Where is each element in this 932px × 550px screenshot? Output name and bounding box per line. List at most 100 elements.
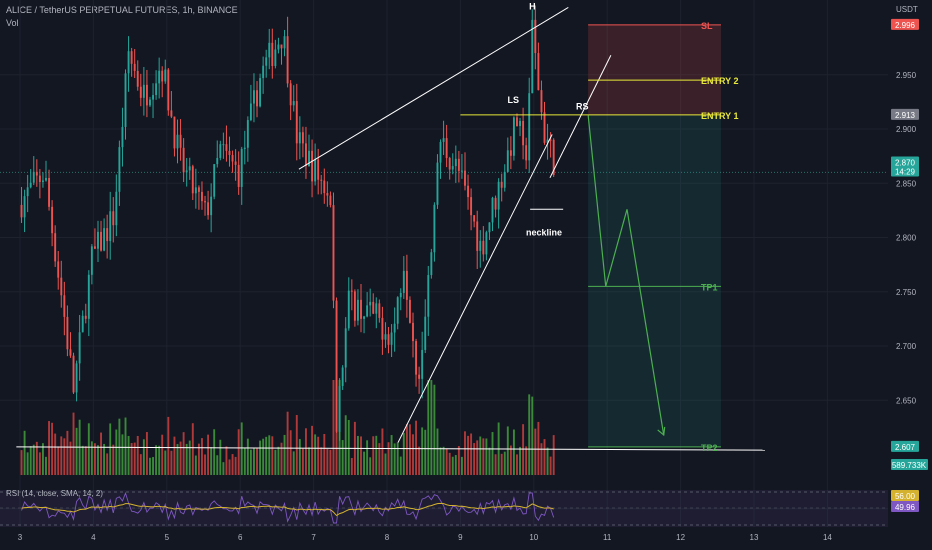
candle-body: [540, 90, 543, 113]
price-tick: 2.900: [896, 125, 917, 134]
time-tick: 13: [750, 533, 759, 542]
candle-body: [509, 150, 512, 156]
volume-bar: [142, 439, 145, 475]
candle-body: [467, 185, 469, 198]
candle-body: [427, 275, 430, 317]
volume-bar: [262, 438, 265, 475]
price-tick: 2.800: [896, 234, 917, 243]
candle-body: [57, 261, 60, 278]
pattern-annotations: H LS RS neckline: [507, 2, 588, 238]
volume-bar: [350, 458, 353, 475]
volume-bar: [188, 440, 191, 475]
candle-body: [142, 84, 145, 98]
volume-bar: [433, 384, 436, 475]
candle-body: [185, 170, 188, 173]
volume-bar: [436, 428, 439, 475]
candle-body: [274, 49, 277, 66]
volume-bar: [158, 445, 161, 475]
candle-body: [234, 161, 237, 165]
volume-bar: [286, 411, 289, 475]
candle-body: [228, 150, 231, 155]
candle-body: [32, 171, 35, 183]
volume-bar: [63, 438, 66, 475]
volume-bar: [81, 445, 84, 475]
volume-bar: [191, 423, 194, 475]
volume-bar: [115, 429, 118, 475]
candle-body: [188, 166, 191, 171]
volume-bar: [314, 434, 317, 475]
candle-body: [375, 303, 378, 314]
candle-body: [69, 349, 72, 356]
volume-bar: [234, 456, 237, 475]
candle-body: [525, 145, 528, 161]
volume-bar: [424, 429, 427, 475]
volume-bar: [479, 436, 482, 475]
candle-body: [145, 84, 148, 106]
volume-bar: [460, 456, 463, 475]
rsi-tag: 56.00: [895, 492, 916, 501]
candle-body: [430, 252, 433, 276]
volume-bar: [292, 451, 295, 475]
level-label: ENTRY 2: [701, 76, 739, 86]
volume-bar: [35, 441, 38, 475]
time-tick: 4: [91, 533, 96, 542]
time-tick: 5: [165, 533, 170, 542]
price-tick: 2.650: [896, 396, 917, 405]
candle-body: [253, 90, 255, 104]
candle-body: [335, 300, 338, 432]
candle-body: [173, 116, 176, 149]
volume-bar: [512, 429, 515, 475]
volume-bar: [476, 440, 479, 475]
candle-body: [436, 162, 439, 205]
candle-body: [97, 231, 99, 249]
volume-bar: [66, 430, 69, 475]
candle-body: [182, 147, 185, 173]
volume-bar: [506, 426, 509, 475]
candle-body: [506, 150, 509, 172]
candle-body: [439, 141, 442, 163]
candle-body: [516, 117, 518, 127]
candle-body: [179, 134, 182, 148]
candle-body: [479, 240, 482, 251]
candle-body: [433, 204, 436, 253]
candle-body: [317, 159, 320, 180]
candle-body: [240, 148, 243, 187]
candle-body: [100, 231, 102, 251]
price-tag-bg: [891, 440, 919, 452]
volume-bar: [213, 429, 216, 475]
trendline: [16, 446, 766, 451]
trendline: [549, 54, 612, 179]
volume-bar: [253, 447, 255, 475]
volume-bar: [525, 446, 528, 475]
volume-bar: [503, 451, 506, 475]
price-tick: 2.750: [896, 288, 917, 297]
volume-label: Vol: [6, 18, 19, 28]
candle-body: [353, 291, 356, 321]
volume-bar: [112, 444, 115, 475]
volume-bar: [363, 451, 366, 475]
chart-title: ALICE / TetherUS PERPETUAL FUTURES, 1h, …: [6, 5, 238, 15]
pattern-label: RS: [576, 101, 589, 111]
drawing-lines: [16, 7, 766, 451]
candle-body: [176, 134, 179, 149]
candle-body: [231, 154, 234, 162]
rsi-line: [21, 491, 555, 524]
volume-bar: [543, 439, 546, 475]
candle-body: [277, 44, 280, 50]
volume-bar: [283, 434, 286, 475]
candle-body: [136, 70, 139, 87]
rsi-label: RSI (14, close, SMA, 14, 2): [6, 489, 103, 498]
volume-bar: [308, 447, 310, 475]
candle-body: [48, 177, 51, 207]
candle-body: [323, 180, 326, 194]
candle-body: [216, 157, 219, 165]
candle-body: [133, 63, 136, 71]
volume-bar: [246, 438, 249, 475]
level-label: TP2: [701, 443, 718, 453]
candle-body: [81, 315, 84, 333]
candle-body: [350, 290, 353, 292]
candle-body: [289, 83, 292, 106]
candle-body: [460, 170, 463, 172]
